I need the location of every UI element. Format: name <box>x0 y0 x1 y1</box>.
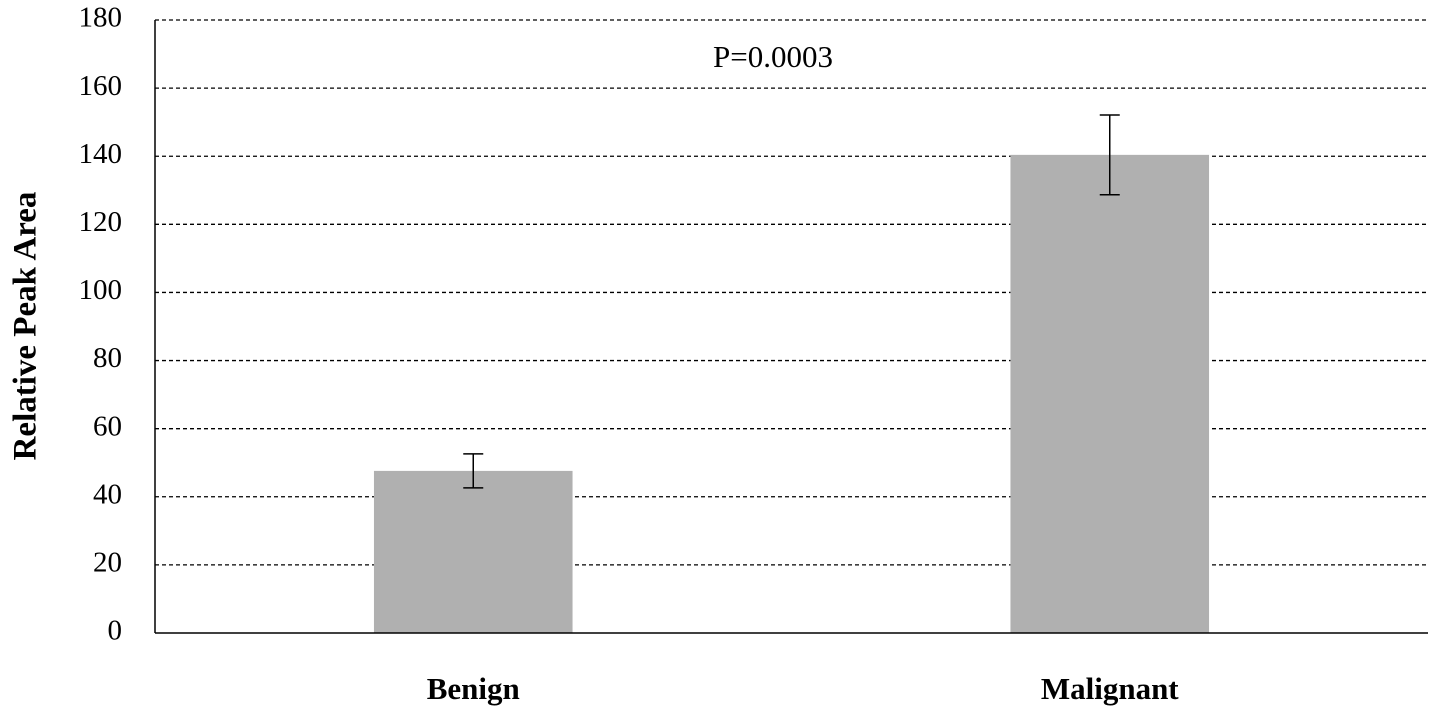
annotation: P=0.0003 <box>713 39 833 74</box>
bar <box>373 470 573 633</box>
y-tick-label: 80 <box>93 342 122 374</box>
y-tick-label: 140 <box>79 138 123 170</box>
y-tick-label: 180 <box>79 2 123 34</box>
y-tick-label: 20 <box>93 547 122 579</box>
y-tick-label: 120 <box>79 206 123 238</box>
bar <box>1010 154 1210 634</box>
y-axis-label: Relative Peak Area <box>8 192 44 461</box>
x-tick-label: Benign <box>427 671 520 706</box>
error-bar <box>463 453 484 489</box>
y-tick-label: 60 <box>93 410 122 442</box>
y-tick-label: 0 <box>108 615 123 647</box>
y-tick-label: 160 <box>79 70 123 102</box>
y-tick-label: 40 <box>93 478 122 510</box>
y-tick-label: 100 <box>79 274 123 306</box>
error-bar <box>1099 114 1120 196</box>
x-tick-label: Malignant <box>1041 671 1179 706</box>
